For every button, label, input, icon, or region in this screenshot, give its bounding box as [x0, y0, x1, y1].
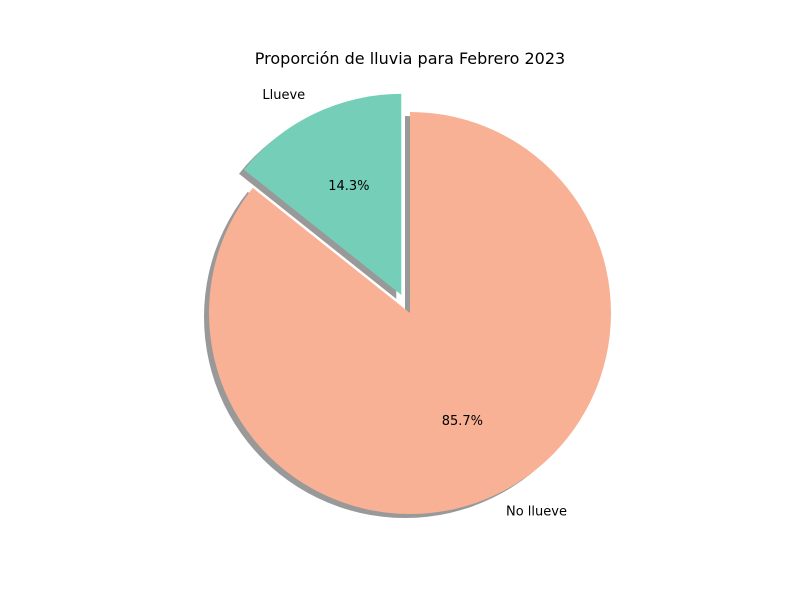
pie-slice-llueve: [244, 93, 402, 295]
slice-label-no-llueve: No llueve: [506, 505, 567, 520]
slice-layer: [209, 93, 612, 514]
pie-slice-no-llueve: [209, 112, 612, 514]
slice-percent-no-llueve: 85.7%: [442, 414, 483, 429]
chart-title: Proporción de lluvia para Febrero 2023: [255, 49, 565, 68]
slice-label-llueve: Llueve: [262, 88, 305, 103]
text-layer: Llueve 14.3% No llueve 85.7%: [262, 88, 567, 520]
slice-percent-llueve: 14.3%: [328, 179, 369, 194]
